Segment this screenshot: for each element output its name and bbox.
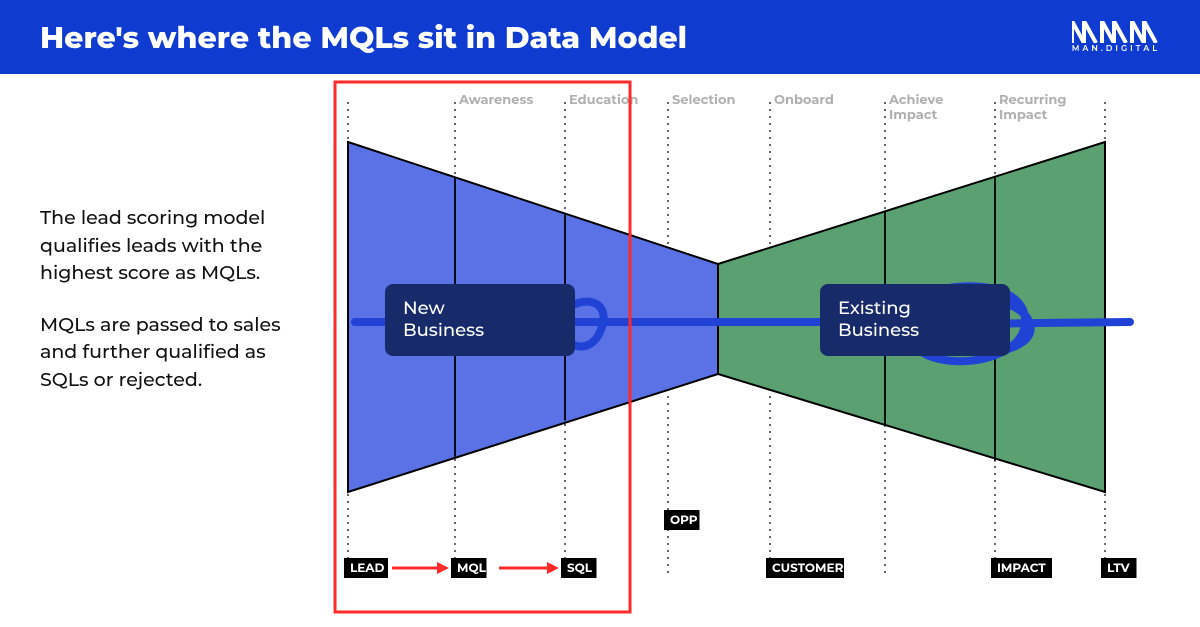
svg-text:Existing: Existing [838,297,911,319]
svg-text:Impact: Impact [889,107,938,123]
side-para-2: MQLs are passed to sales and further qua… [40,311,310,394]
svg-text:Education: Education [569,92,638,108]
svg-text:Impact: Impact [999,107,1048,123]
svg-text:MQL: MQL [457,561,487,576]
svg-text:OPP: OPP [670,513,698,528]
bowtie-diagram: NewBusinessExistingBusinessAwarenessEduc… [330,74,1200,627]
svg-text:Awareness: Awareness [458,92,533,108]
svg-text:LEAD: LEAD [350,561,384,576]
svg-text:CUSTOMER: CUSTOMER [772,561,844,576]
logo-icon [1072,21,1160,43]
svg-text:Recurring: Recurring [999,92,1067,108]
page-title: Here's where the MQLs sit in Data Model [40,19,687,56]
svg-text:Business: Business [838,319,919,341]
side-para-1: The lead scoring model qualifies leads w… [40,204,310,287]
svg-text:Selection: Selection [672,92,735,108]
brand-logo: MAN.DIGITAL [1072,21,1160,53]
svg-text:SQL: SQL [567,561,593,576]
svg-text:Onboard: Onboard [774,92,834,108]
svg-text:New: New [403,297,445,319]
side-description: The lead scoring model qualifies leads w… [40,204,310,417]
svg-text:IMPACT: IMPACT [997,561,1046,576]
svg-text:Achieve: Achieve [888,92,943,108]
svg-text:LTV: LTV [1107,561,1131,576]
svg-text:Business: Business [403,319,484,341]
logo-subtext: MAN.DIGITAL [1072,45,1160,53]
